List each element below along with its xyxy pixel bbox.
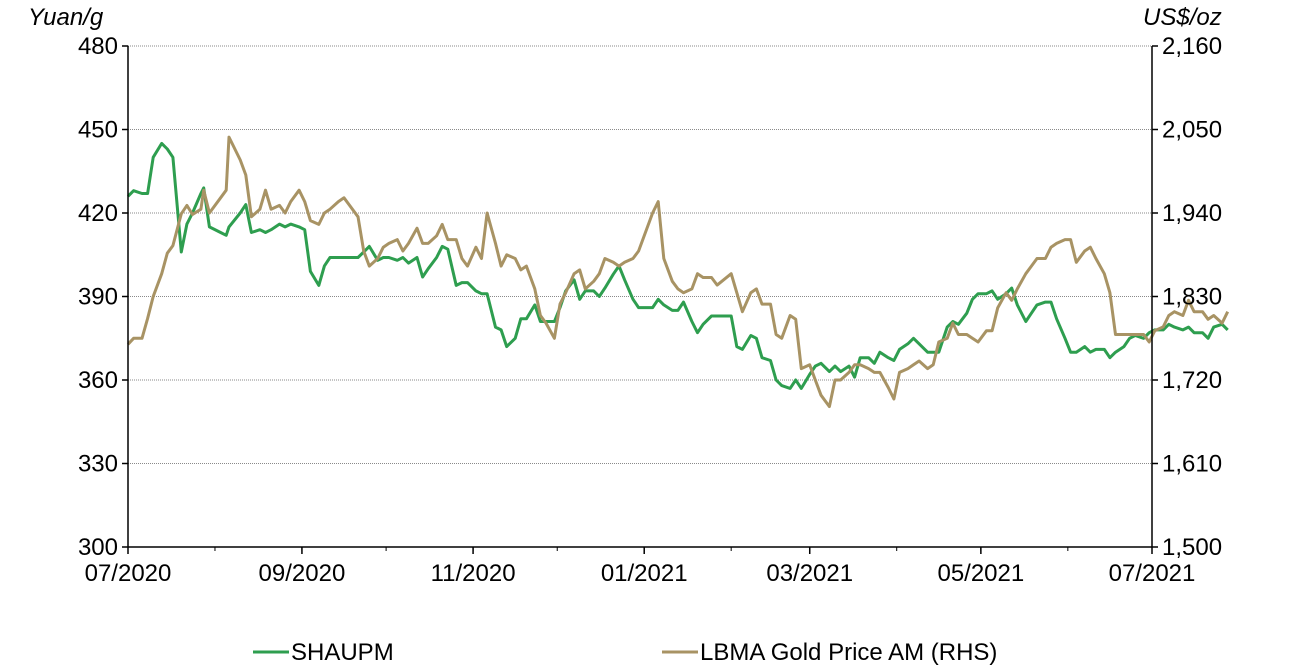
series-layer: [126, 135, 1230, 409]
series-line-1: [126, 141, 1229, 390]
legend-label-2: LBMA Gold Price AM (RHS): [700, 639, 997, 666]
right-tick-label: 1,830: [1162, 284, 1222, 311]
right-tick-label: 2,050: [1162, 117, 1222, 144]
series-line-2: [126, 135, 1230, 409]
right-tick-label: 1,940: [1162, 200, 1222, 227]
legend: SHAUPM LBMA Gold Price AM (RHS): [253, 639, 997, 666]
left-tick-label: 480: [78, 33, 118, 60]
left-tick-label: 450: [78, 117, 118, 144]
left-axis-unit: Yuan/g: [28, 4, 104, 31]
x-tick-label: 11/2020: [431, 560, 516, 587]
x-tick-label: 05/2021: [937, 560, 1024, 587]
right-tick-label: 1,610: [1162, 451, 1222, 478]
x-tick-label: 07/2021: [1109, 560, 1196, 587]
axes: 300 1,500 330 1,610 360 1,720 390 1,830 420 1,940…: [78, 33, 1222, 587]
right-axis-unit: US$/oz: [1143, 4, 1222, 31]
right-tick-label: 1,500: [1162, 534, 1222, 561]
left-tick-label: 420: [78, 200, 118, 227]
gridlines: [128, 45, 1152, 464]
right-tick-label: 2,160: [1162, 33, 1222, 60]
x-tick-label: 09/2020: [259, 560, 346, 587]
left-tick-label: 300: [78, 534, 118, 561]
x-tick-label: 01/2021: [601, 560, 688, 587]
left-tick-label: 360: [78, 367, 118, 394]
x-tick-label: 03/2021: [766, 560, 853, 587]
legend-label-1: SHAUPM: [291, 639, 394, 666]
left-tick-label: 330: [78, 451, 118, 478]
right-tick-label: 1,720: [1162, 367, 1222, 394]
x-tick-label: 07/2020: [85, 560, 172, 587]
left-tick-label: 390: [78, 284, 118, 311]
